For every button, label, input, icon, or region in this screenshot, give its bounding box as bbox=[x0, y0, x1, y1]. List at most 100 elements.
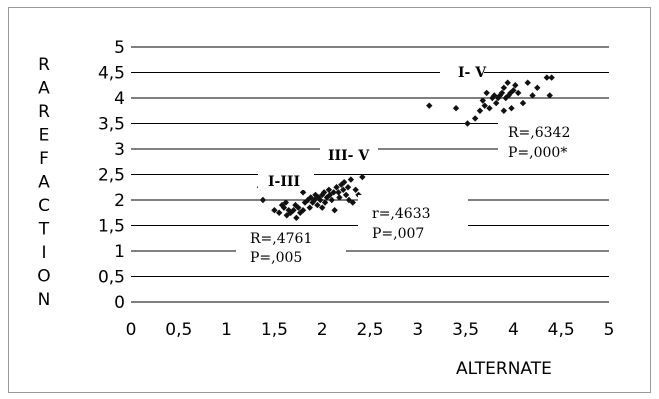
data-point bbox=[508, 105, 515, 112]
data-point bbox=[319, 204, 326, 211]
x-tick-label: 5 bbox=[604, 320, 615, 340]
y-axis-title-letter: R bbox=[38, 55, 50, 75]
data-point bbox=[321, 199, 329, 206]
data-point bbox=[512, 82, 519, 89]
x-tick-label: 1 bbox=[221, 320, 232, 340]
annotation-stat-p-3-5: P=,007 bbox=[372, 226, 424, 242]
data-point bbox=[543, 74, 551, 81]
annotation-title-box-1-3 bbox=[258, 172, 314, 190]
data-point bbox=[331, 207, 338, 214]
data-point bbox=[275, 209, 283, 216]
data-point bbox=[498, 89, 506, 97]
data-point bbox=[342, 191, 350, 199]
data-point bbox=[320, 189, 328, 196]
data-point bbox=[328, 196, 335, 204]
annotation-box-3-5 bbox=[358, 195, 468, 245]
data-point bbox=[317, 196, 324, 204]
data-point bbox=[299, 189, 307, 196]
data-point bbox=[333, 184, 340, 191]
data-point bbox=[282, 199, 290, 206]
y-axis-title-letter: F bbox=[39, 149, 49, 169]
y-tick-label: 1,5 bbox=[98, 217, 125, 237]
y-tick-label: 1 bbox=[114, 242, 125, 262]
data-point bbox=[259, 196, 267, 204]
data-point bbox=[426, 102, 433, 109]
data-point bbox=[349, 199, 356, 206]
data-point bbox=[359, 173, 366, 181]
data-point bbox=[304, 196, 312, 204]
x-tick-label: 4 bbox=[508, 320, 519, 340]
y-tick-label: 3,5 bbox=[98, 115, 125, 135]
data-point bbox=[519, 99, 527, 107]
annotation-stat-p-1-5: P=,000* bbox=[508, 145, 567, 161]
data-point bbox=[290, 207, 297, 214]
data-point bbox=[293, 214, 300, 222]
y-tick-label: 2,5 bbox=[98, 166, 125, 186]
y-axis-title-letter: O bbox=[37, 267, 50, 287]
data-point bbox=[534, 84, 541, 91]
y-axis-title-letter: R bbox=[38, 102, 50, 122]
y-tick-label: 3 bbox=[114, 140, 125, 160]
annotation-stat-r-1-5: R=,6342 bbox=[508, 125, 570, 141]
y-axis-title-letter: N bbox=[38, 290, 51, 310]
annotation-stat-r-1-3: R=,4761 bbox=[250, 231, 312, 247]
data-point bbox=[500, 84, 508, 91]
x-tick-label: 3 bbox=[412, 320, 423, 340]
data-point bbox=[295, 204, 302, 211]
annotation-stat-r-3-5: r=,4633 bbox=[372, 206, 431, 222]
y-tick-labels: 0 0,5 1 1,5 2 2,5 3 3,5 4 4,5 5 bbox=[98, 38, 125, 313]
x-axis-title: ALTERNATE bbox=[456, 359, 552, 379]
data-point bbox=[306, 204, 313, 211]
y-axis-title-letter: A bbox=[38, 79, 50, 99]
data-point bbox=[314, 201, 321, 209]
data-point bbox=[492, 99, 500, 107]
data-point bbox=[514, 89, 522, 97]
y-axis-title-letter: T bbox=[38, 220, 50, 240]
y-tick-label: 4,5 bbox=[98, 64, 125, 84]
data-point bbox=[464, 120, 471, 127]
data-point bbox=[340, 186, 347, 193]
data-point bbox=[330, 189, 337, 196]
data-point bbox=[345, 196, 353, 204]
x-tick-label: 0,5 bbox=[165, 320, 192, 340]
data-point bbox=[280, 204, 288, 211]
annotation-stat-p-1-3: P=,005 bbox=[250, 250, 302, 266]
y-tick-label: 4 bbox=[114, 89, 125, 109]
data-point bbox=[481, 102, 488, 109]
data-point bbox=[483, 89, 490, 97]
annotation-title-box-1-5 bbox=[440, 62, 484, 82]
data-point bbox=[548, 74, 555, 81]
data-point bbox=[352, 186, 359, 193]
x-tick-label: 1,5 bbox=[261, 320, 288, 340]
data-point bbox=[336, 194, 343, 201]
data-point bbox=[299, 207, 307, 214]
data-point bbox=[271, 207, 278, 214]
x-tick-label: 4,5 bbox=[548, 320, 575, 340]
data-point bbox=[491, 92, 498, 99]
data-point bbox=[325, 186, 333, 193]
data-point bbox=[486, 105, 493, 112]
y-tick-label: 0 bbox=[114, 293, 125, 313]
x-tick-label: 0 bbox=[126, 320, 137, 340]
y-axis-title-letter: A bbox=[38, 173, 50, 193]
annotation-label-3-5: III- V bbox=[328, 148, 370, 164]
data-point bbox=[507, 89, 514, 97]
data-point bbox=[347, 176, 355, 183]
chart-frame bbox=[8, 7, 651, 393]
y-tick-label: 5 bbox=[114, 38, 125, 58]
data-point bbox=[335, 189, 342, 196]
annotation-title-box-3-5 bbox=[320, 146, 378, 164]
y-axis-title-letter: E bbox=[39, 126, 50, 146]
grid-lines bbox=[131, 46, 609, 303]
data-point bbox=[500, 107, 508, 114]
data-point bbox=[344, 184, 352, 191]
annotation-label-1-5: I- V bbox=[458, 65, 487, 81]
annotation-label-1-3: I-III bbox=[268, 174, 300, 190]
y-tick-label: 0,5 bbox=[98, 268, 125, 288]
data-point bbox=[504, 79, 511, 86]
x-tick-labels: 0 0,5 1 1,5 2 2,5 3 3,5 4 4,5 5 bbox=[126, 320, 615, 340]
y-tick-label: 2 bbox=[114, 191, 125, 211]
y-axis-title-letter: C bbox=[38, 196, 50, 216]
